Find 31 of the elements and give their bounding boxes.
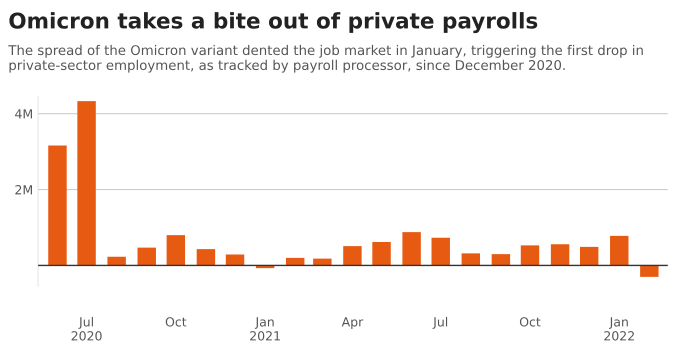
chart-title: Omicron takes a bite out of private payrolls (9, 12, 538, 34)
bar (166, 235, 186, 266)
bar (462, 253, 480, 266)
bar (138, 248, 156, 266)
bar (580, 246, 598, 266)
bar (77, 101, 96, 266)
x-tick-label: Jul 2020 (72, 316, 102, 341)
bar (432, 238, 450, 266)
x-tick-label: Oct (166, 317, 186, 327)
bar (313, 258, 332, 266)
x-tick-label: Oct (520, 317, 541, 327)
x-tick-label: Apr (342, 317, 364, 330)
bar (196, 249, 216, 266)
y-tick-label: 4M (15, 109, 32, 118)
bar (520, 245, 540, 266)
y-tick-label: 2M (15, 185, 32, 194)
bar (372, 242, 391, 266)
bar (640, 265, 659, 277)
bar (550, 244, 570, 266)
chart-subtitle: The spread of the Omicron variant dented the job market in January, triggering the first drop in private-sector employment, as tracked by payroll processor, since December 2020. (8, 44, 643, 73)
bar (48, 146, 67, 266)
bar (402, 232, 421, 266)
bar (610, 236, 628, 266)
bar (343, 246, 362, 266)
x-tick-label: Jan 2021 (250, 317, 280, 341)
bar (492, 254, 510, 266)
x-tick-label: Jan 2022 (604, 317, 634, 341)
x-tick-label: Jul (432, 316, 448, 329)
bar (286, 258, 304, 266)
bar (226, 254, 244, 266)
bar (107, 256, 126, 266)
